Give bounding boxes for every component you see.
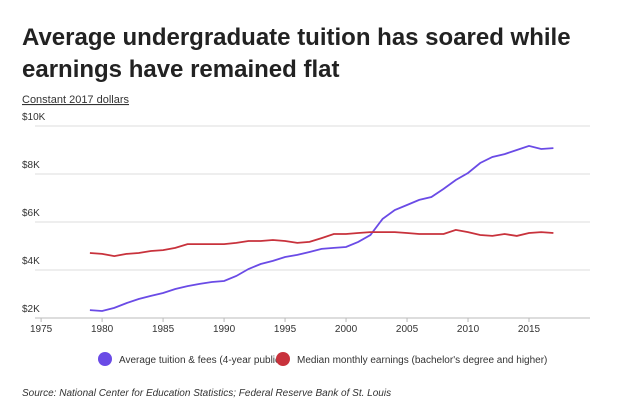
x-tick-label: 2005 — [396, 324, 419, 335]
data-line — [89, 144, 554, 312]
x-tick-label: 2000 — [335, 324, 358, 335]
x-tick-label: 1995 — [274, 324, 297, 335]
y-tick-label: $8K — [22, 160, 40, 171]
y-tick-label: $6K — [22, 208, 40, 219]
legend-marker — [276, 352, 290, 366]
x-tick-label: 1975 — [30, 324, 53, 335]
x-tick-label: 1990 — [213, 324, 236, 335]
x-tick-label: 1985 — [152, 324, 175, 335]
legend-label: Median monthly earnings (bachelor's degr… — [297, 355, 547, 366]
chart-title: Average undergraduate tuition has soared… — [22, 24, 571, 83]
y-tick-label: $10K — [22, 112, 46, 123]
x-tick-label: 1980 — [91, 324, 114, 335]
y-tick-label: $2K — [22, 304, 40, 315]
y-tick-label: $4K — [22, 256, 40, 267]
chart-subtitle: Constant 2017 dollars — [22, 94, 130, 106]
legend-marker — [98, 352, 112, 366]
legend-label: Average tuition & fees (4-year public) — [119, 355, 283, 366]
x-tick-label: 2010 — [457, 324, 480, 335]
source: Source: National Center for Education St… — [22, 388, 391, 399]
x-tick-label: 2015 — [518, 324, 541, 335]
data-line — [89, 228, 554, 258]
